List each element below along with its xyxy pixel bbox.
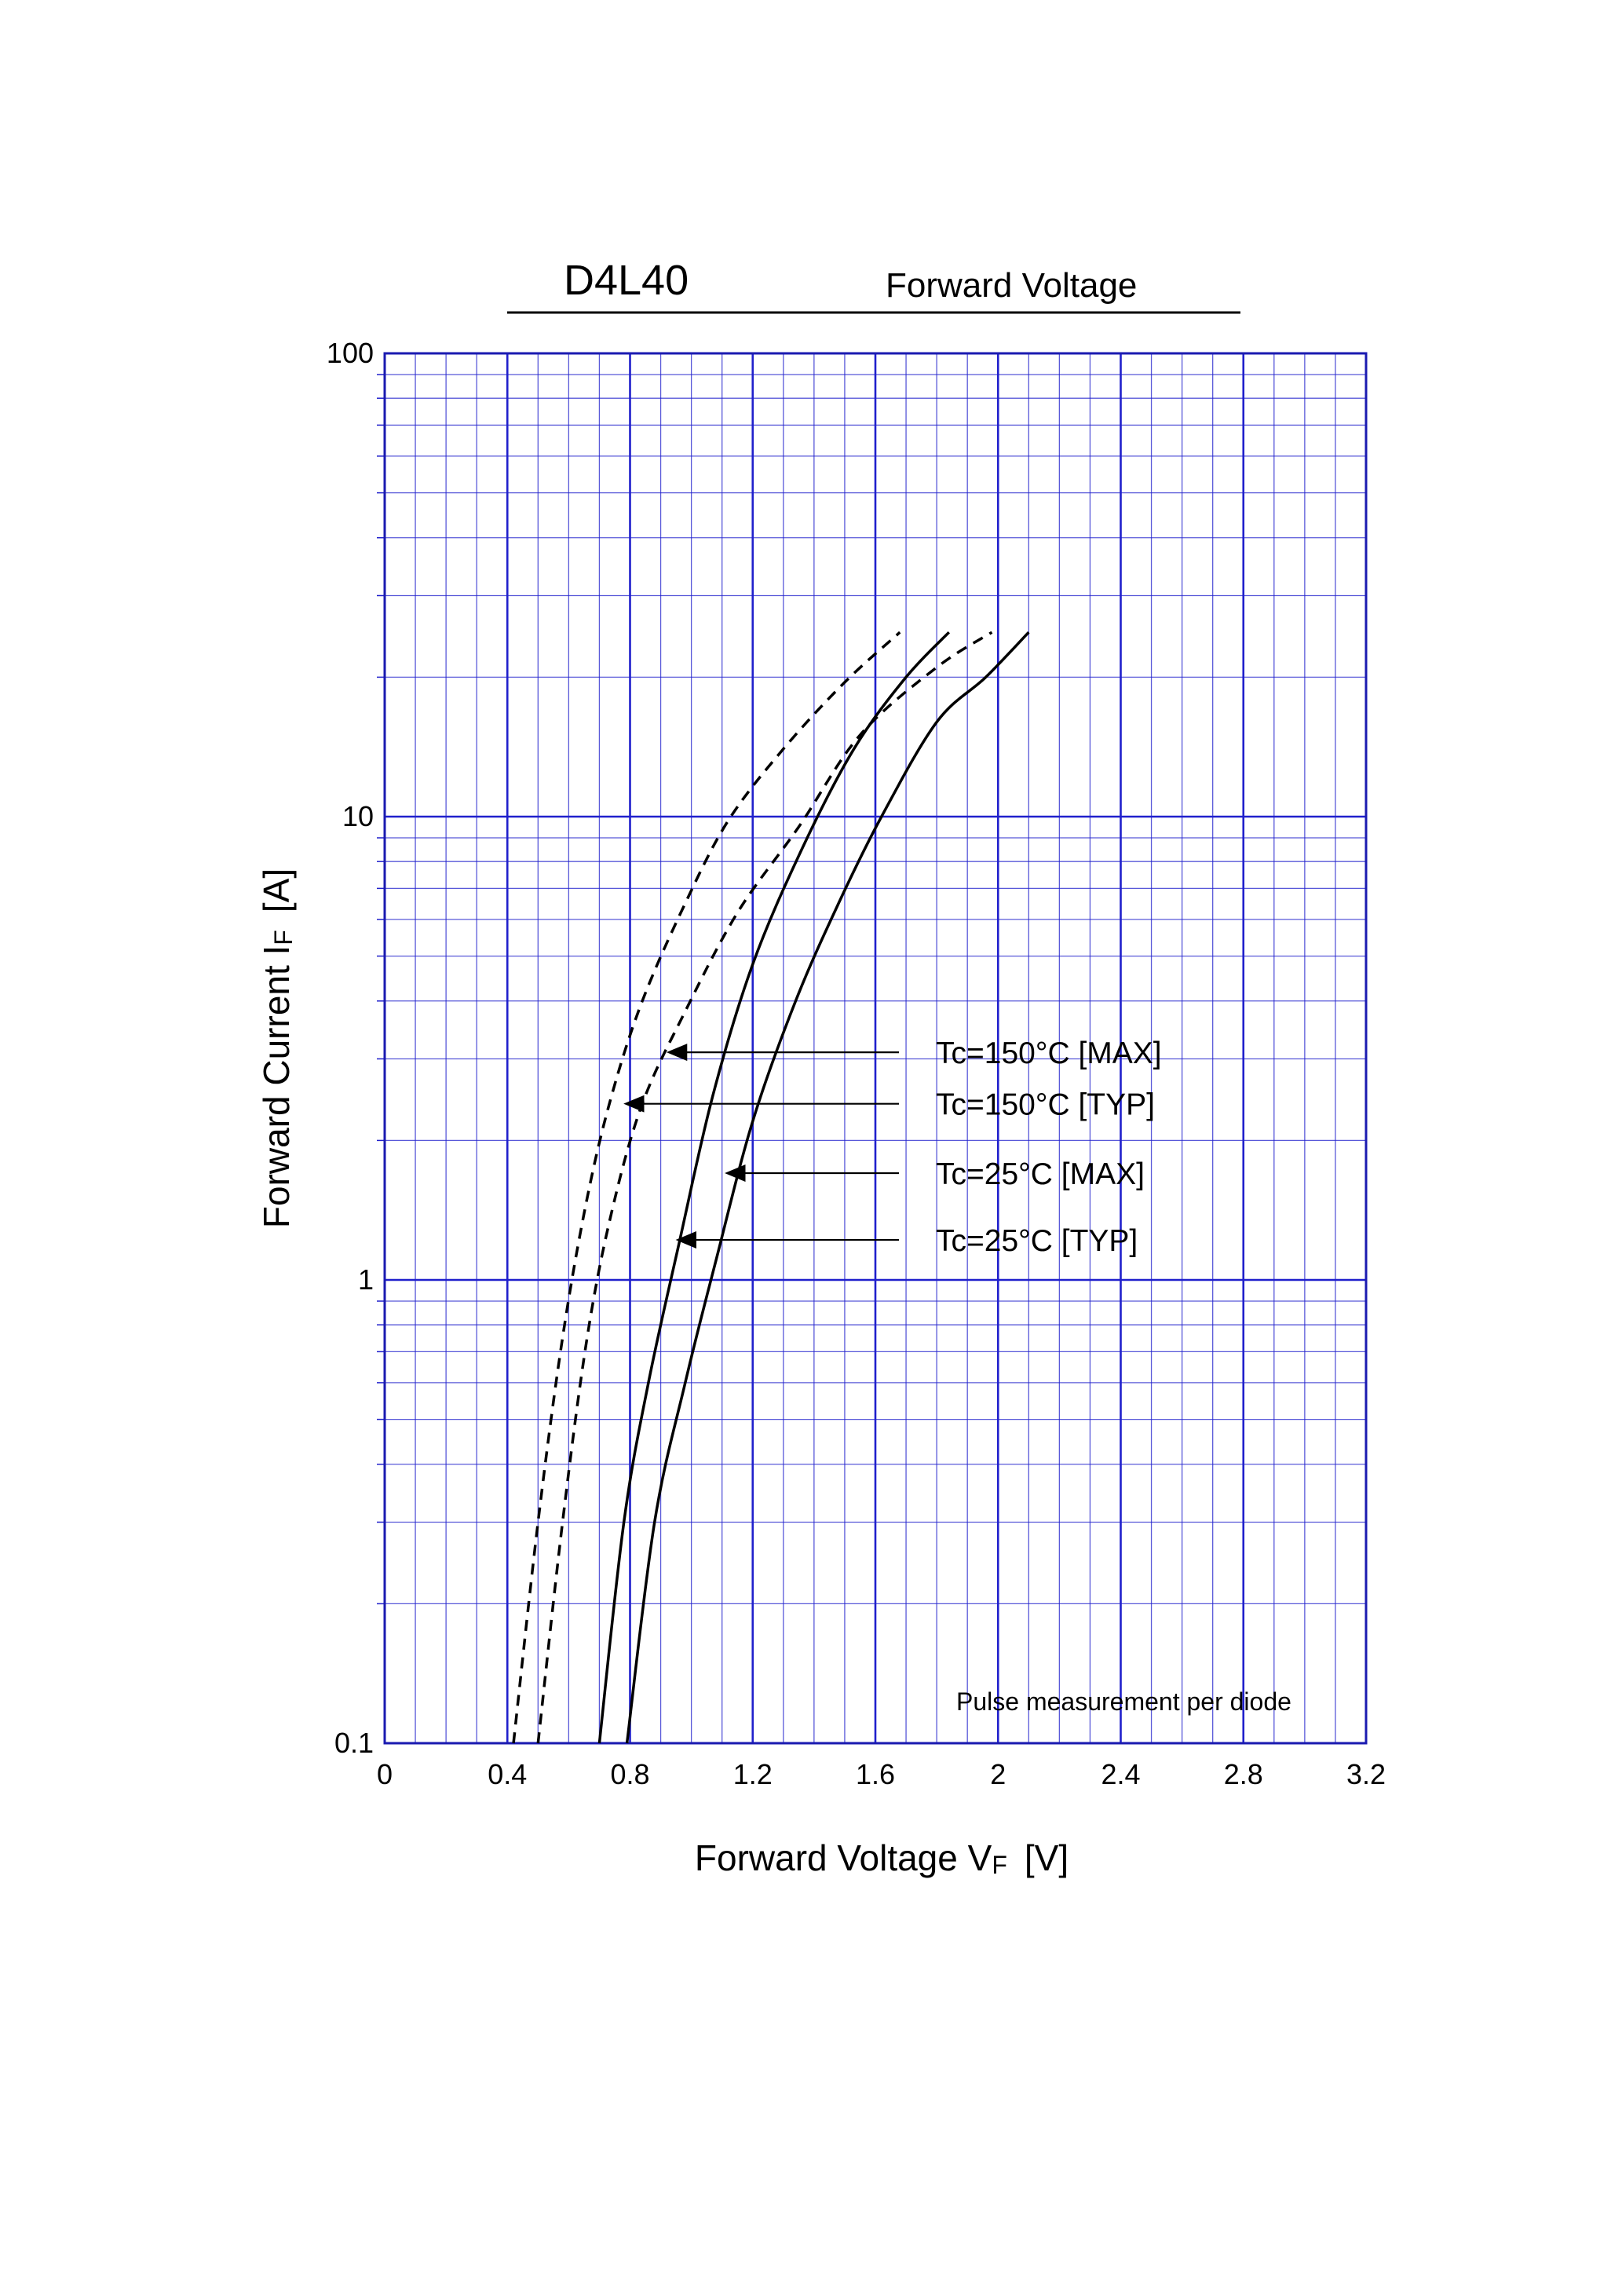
y-axis-label-sub: F xyxy=(269,930,298,945)
x-tick-label: 0.4 xyxy=(488,1758,527,1790)
annotation-label-1: Tc=150°C [TYP] xyxy=(936,1088,1155,1122)
curve-series-0 xyxy=(512,631,901,1744)
x-axis-label: Forward Voltage VF [V] xyxy=(695,1837,1069,1879)
x-tick-labels: 0 0.4 0.8 1.2 1.6 2 2.4 2.8 3.2 xyxy=(377,1758,1386,1790)
y-axis-label: Forward Current IF [A] xyxy=(256,868,298,1228)
curve-series-2 xyxy=(597,631,951,1744)
y-tick-label: 1 xyxy=(358,1263,374,1296)
measurement-note: Pulse measurement per diode xyxy=(956,1687,1291,1716)
x-tick-label: 0.8 xyxy=(610,1758,649,1790)
x-tick-label: 3.2 xyxy=(1346,1758,1386,1790)
chart-title: Forward Voltage xyxy=(886,266,1137,305)
x-tick-label: 2 xyxy=(990,1758,1006,1790)
x-axis-label-unit: [V] xyxy=(1025,1837,1069,1878)
legend-annotations: Tc=150°C [MAX] Tc=150°C [TYP] Tc=25°C [MAX… xyxy=(623,1036,1162,1258)
annotation-label-2: Tc=25°C [MAX] xyxy=(936,1157,1145,1191)
plot-frame xyxy=(383,352,1368,1745)
y-axis-label-unit: [A] xyxy=(256,868,297,912)
x-tick-label: 1.6 xyxy=(856,1758,895,1790)
part-number: D4L40 xyxy=(564,257,689,304)
x-tick-label: 0 xyxy=(377,1758,393,1790)
grid xyxy=(377,353,1366,1743)
x-tick-label: 1.2 xyxy=(733,1758,773,1790)
x-tick-label: 2.8 xyxy=(1224,1758,1263,1790)
y-axis-label-main: Forward Current I xyxy=(256,945,297,1228)
y-tick-labels: 0.1 1 10 100 xyxy=(327,337,374,1759)
annotation-label-3: Tc=25°C [TYP] xyxy=(936,1224,1138,1258)
curves xyxy=(512,631,1030,1744)
x-axis-label-main: Forward Voltage V xyxy=(695,1837,992,1878)
curve-series-3 xyxy=(625,631,1030,1744)
x-tick-label: 2.4 xyxy=(1101,1758,1140,1790)
y-tick-label: 0.1 xyxy=(334,1727,374,1759)
curve-series-1 xyxy=(536,631,993,1744)
y-tick-label: 100 xyxy=(327,337,374,369)
annotation-label-0: Tc=150°C [MAX] xyxy=(936,1036,1162,1070)
x-axis-label-sub: F xyxy=(992,1851,1007,1879)
y-tick-label: 10 xyxy=(342,800,374,832)
